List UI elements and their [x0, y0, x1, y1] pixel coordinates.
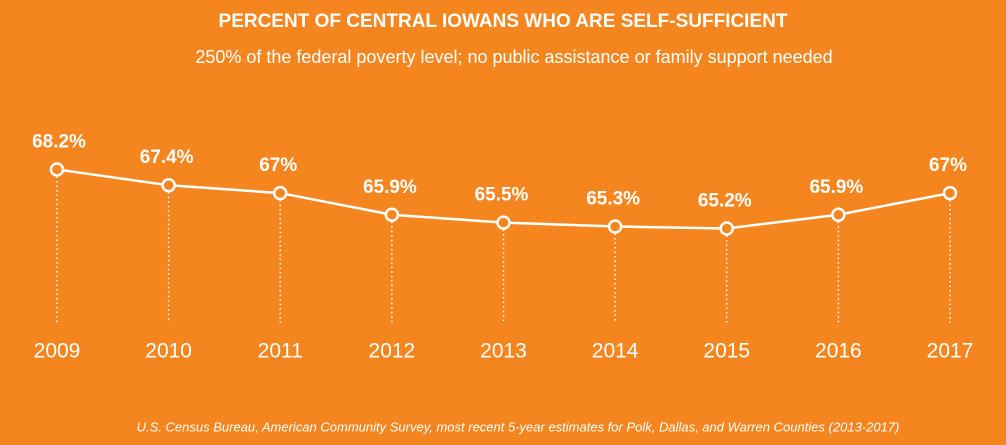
point	[49, 162, 65, 177]
value-label: 65.3%	[586, 189, 640, 210]
chart-title: PERCENT OF CENTRAL IOWANS WHO ARE SELF-S…	[219, 11, 788, 32]
value-label: 68.2%	[32, 131, 86, 152]
chart-subtitle: 250% of the federal poverty level; no pu…	[195, 47, 832, 67]
source-note: U.S. Census Bureau, American Community S…	[137, 419, 900, 434]
point	[831, 207, 846, 222]
value-label: 65.2%	[698, 191, 752, 212]
value-label: 67.4%	[140, 147, 194, 168]
value-label: 67%	[259, 155, 297, 176]
value-label: 65.9%	[363, 177, 417, 198]
point	[607, 219, 623, 234]
x-tick-label: 2015	[703, 340, 750, 363]
point	[273, 185, 288, 201]
x-tick-label: 2011	[258, 340, 303, 363]
x-tick-label: 2017	[927, 340, 974, 363]
point	[496, 215, 511, 230]
value-label: 67%	[929, 155, 967, 176]
point	[384, 207, 400, 222]
value-label: 65.9%	[809, 177, 863, 198]
x-tick-label: 2009	[34, 340, 81, 363]
x-tick-label: 2012	[369, 340, 416, 363]
x-tick-label: 2014	[592, 340, 639, 363]
point	[161, 177, 176, 193]
point	[942, 185, 958, 201]
x-tick-label: 2010	[145, 340, 192, 363]
point	[719, 221, 734, 236]
value-label: 65.5%	[475, 185, 529, 206]
x-tick-label: 2013	[480, 340, 527, 363]
x-tick-label: 2016	[815, 340, 862, 363]
